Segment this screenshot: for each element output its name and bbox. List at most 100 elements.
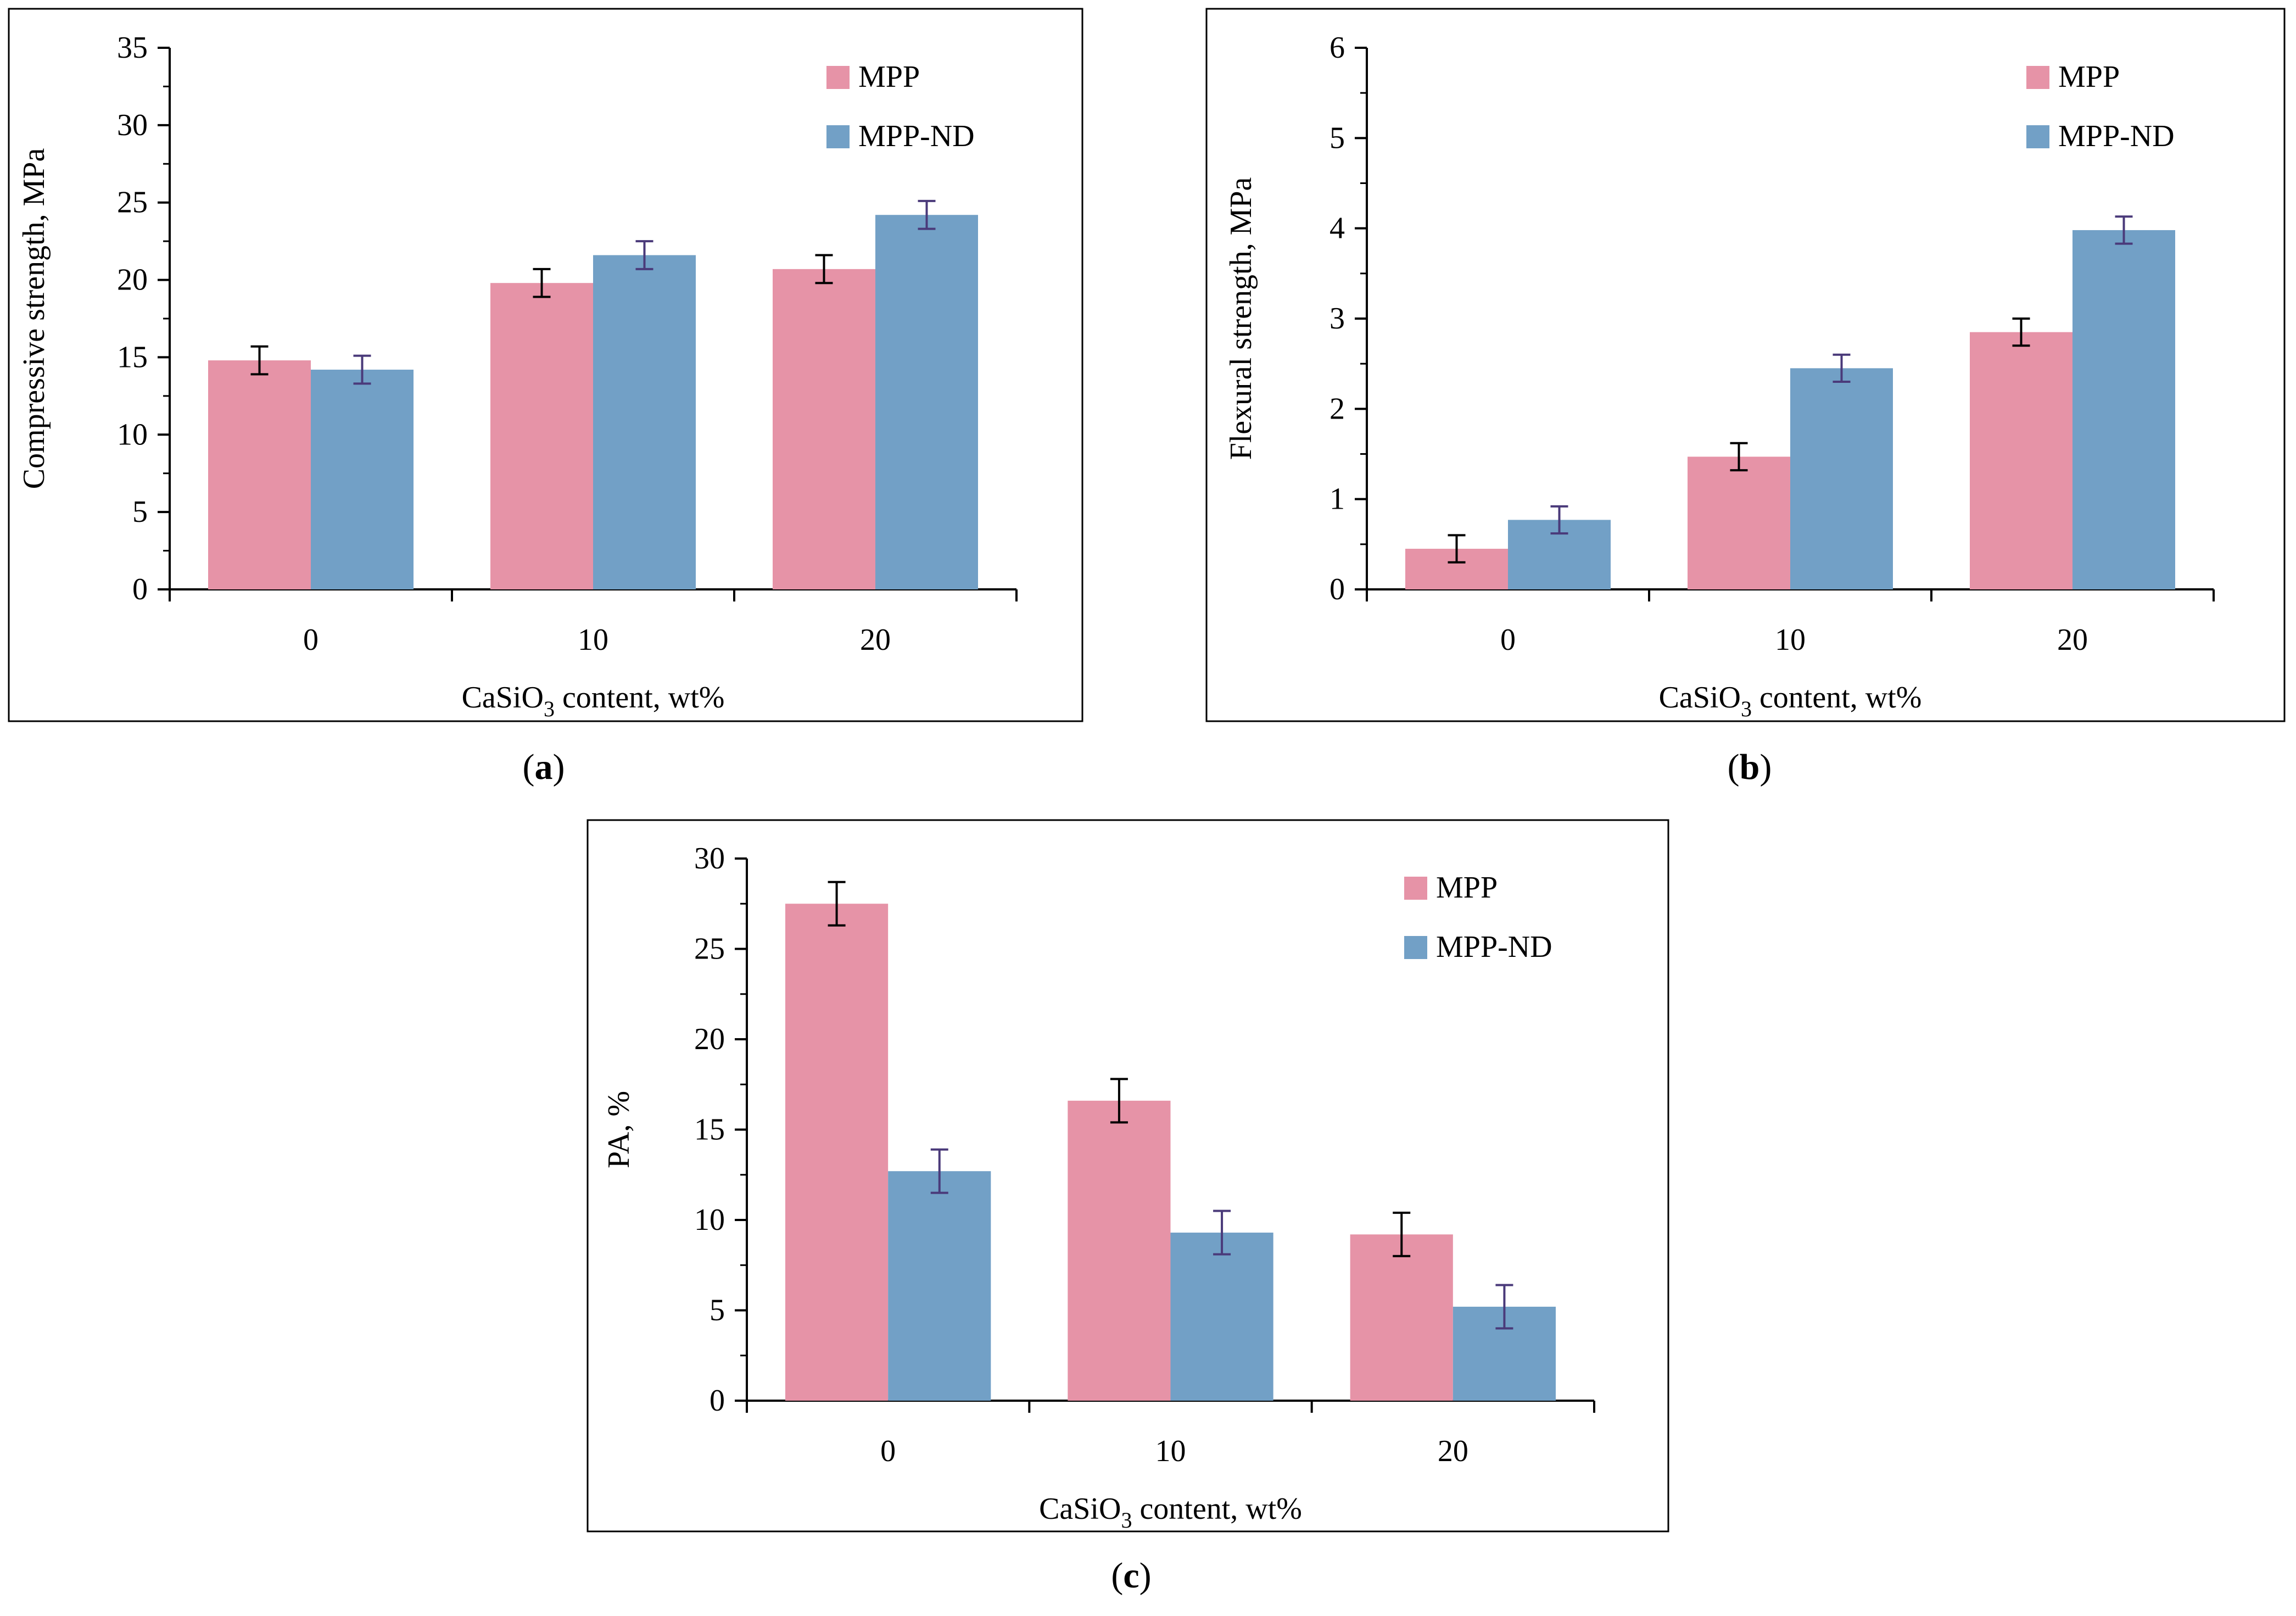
panel-caption-open-paren: ( xyxy=(523,747,535,787)
error-bar xyxy=(1393,1211,1411,1257)
x-axis-label-rest: content, wt% xyxy=(1132,1492,1301,1526)
error-bar xyxy=(2115,215,2133,245)
panel-a-compressive-strength-chart: 0 5 10 15 20 25 30 35 0 10 20 CaSiO3 content, wt% Co… xyxy=(8,8,1083,787)
legend-label-mpp-nd: MPP-ND xyxy=(2058,119,2175,153)
x-tick-label: 20 xyxy=(860,623,891,657)
legend-label-mpp: MPP xyxy=(2058,60,2120,94)
bar-mpp-nd xyxy=(1790,368,1893,589)
x-axis-label-main: CaSiO xyxy=(1039,1492,1121,1526)
y-tick-label: 1 xyxy=(1329,482,1345,516)
y-tick-label: 5 xyxy=(132,495,148,529)
error-bar xyxy=(635,240,653,270)
legend-label-mpp: MPP xyxy=(858,60,920,94)
error-bar xyxy=(930,1148,948,1194)
y-tick-label: 2 xyxy=(1329,392,1345,426)
error-bar xyxy=(1833,353,1851,383)
legend-swatch-mpp-nd xyxy=(2026,125,2049,148)
error-bar xyxy=(533,268,551,298)
x-axis-label-rest: content, wt% xyxy=(555,681,724,715)
bar-mpp xyxy=(1350,1234,1453,1401)
y-axis-label: Compressive strength, MPa xyxy=(17,148,51,489)
panel-caption-letter: a xyxy=(535,747,553,787)
error-bar xyxy=(2012,317,2030,347)
y-tick-label: 30 xyxy=(694,842,725,876)
y-tick-label: 20 xyxy=(117,263,148,297)
panel-caption: (b) xyxy=(1728,747,1772,787)
error-bar xyxy=(250,345,269,376)
y-tick-label: 0 xyxy=(710,1384,725,1418)
x-axis-label: CaSiO3 content, wt% xyxy=(1039,1492,1302,1533)
y-tick-label: 5 xyxy=(1329,121,1345,155)
bar-mpp xyxy=(1068,1100,1171,1401)
chart-frame xyxy=(8,8,1083,722)
y-axis-label: PA, % xyxy=(602,1091,636,1168)
bar-mpp-nd xyxy=(2072,230,2175,589)
bar-mpp xyxy=(785,904,889,1401)
chart-frame xyxy=(1205,8,2286,722)
y-tick-label: 15 xyxy=(694,1113,725,1147)
bar-mpp xyxy=(1970,332,2072,589)
y-axis-label: Flexural strength, MPa xyxy=(1224,177,1258,460)
bar-mpp xyxy=(773,269,875,589)
bar-mpp xyxy=(1688,456,1790,589)
error-bar xyxy=(1213,1210,1231,1256)
bar-mpp-nd xyxy=(888,1171,991,1401)
y-tick-label: 35 xyxy=(117,31,148,65)
error-bar xyxy=(815,254,833,285)
y-tick-label: 25 xyxy=(694,932,725,966)
x-tick-label: 0 xyxy=(303,623,319,657)
bar-mpp-nd xyxy=(1170,1233,1273,1401)
error-bar xyxy=(918,199,936,230)
x-tick-label: 20 xyxy=(2057,623,2088,657)
error-bar xyxy=(1110,1078,1128,1124)
x-tick-label: 10 xyxy=(1775,623,1806,657)
panel-c-porosity-chart: 0 5 10 15 20 25 30 0 10 20 CaSiO3 content, wt% PA, … xyxy=(586,819,1669,1596)
y-tick-label: 10 xyxy=(117,417,148,452)
y-tick-label: 6 xyxy=(1329,31,1345,65)
error-bar xyxy=(828,881,846,927)
panel-caption-open-paren: ( xyxy=(1111,1556,1123,1596)
error-bar xyxy=(1448,534,1466,564)
panel-caption-close-paren: ) xyxy=(1139,1556,1152,1596)
x-axis-label-main: CaSiO xyxy=(1659,681,1741,715)
legend-swatch-mpp xyxy=(1404,877,1427,900)
legend-label-mpp-nd: MPP-ND xyxy=(858,119,975,153)
y-tick-label: 25 xyxy=(117,186,148,220)
panel-caption: (a) xyxy=(523,747,565,787)
panel-caption-close-paren: ) xyxy=(553,747,565,787)
y-tick-label: 0 xyxy=(132,572,148,606)
y-tick-label: 3 xyxy=(1329,302,1345,336)
y-tick-label: 0 xyxy=(1329,572,1345,606)
error-bar xyxy=(353,354,371,385)
error-bar xyxy=(1550,505,1568,535)
x-axis-label: CaSiO3 content, wt% xyxy=(462,681,725,721)
x-tick-label: 0 xyxy=(1500,623,1516,657)
bar-mpp xyxy=(490,283,593,589)
x-axis-label-subscript: 3 xyxy=(1741,696,1752,721)
panel-caption-close-paren: ) xyxy=(1759,747,1772,787)
panel-caption-letter: b xyxy=(1740,747,1760,787)
legend-swatch-mpp-nd xyxy=(1404,936,1427,959)
y-tick-label: 5 xyxy=(710,1294,725,1328)
legend-swatch-mpp xyxy=(826,66,850,89)
x-axis-label-subscript: 3 xyxy=(1121,1508,1132,1533)
y-tick-label: 30 xyxy=(117,108,148,142)
error-bar xyxy=(1495,1284,1513,1330)
x-tick-label: 10 xyxy=(578,623,608,657)
error-bar xyxy=(1730,442,1748,472)
y-tick-label: 4 xyxy=(1329,211,1345,246)
legend-label-mpp-nd: MPP-ND xyxy=(1436,930,1552,964)
x-tick-label: 0 xyxy=(880,1434,896,1468)
x-tick-label: 20 xyxy=(1438,1434,1468,1468)
x-axis-label-main: CaSiO xyxy=(462,681,544,715)
legend-swatch-mpp-nd xyxy=(826,125,850,148)
y-tick-label: 20 xyxy=(694,1022,725,1056)
x-axis-label-subscript: 3 xyxy=(544,696,555,721)
x-axis-label-rest: content, wt% xyxy=(1752,681,1921,715)
y-tick-label: 10 xyxy=(694,1203,725,1237)
bar-mpp-nd xyxy=(311,369,414,589)
x-axis-label: CaSiO3 content, wt% xyxy=(1659,681,1922,721)
panel-caption-letter: c xyxy=(1123,1556,1139,1596)
